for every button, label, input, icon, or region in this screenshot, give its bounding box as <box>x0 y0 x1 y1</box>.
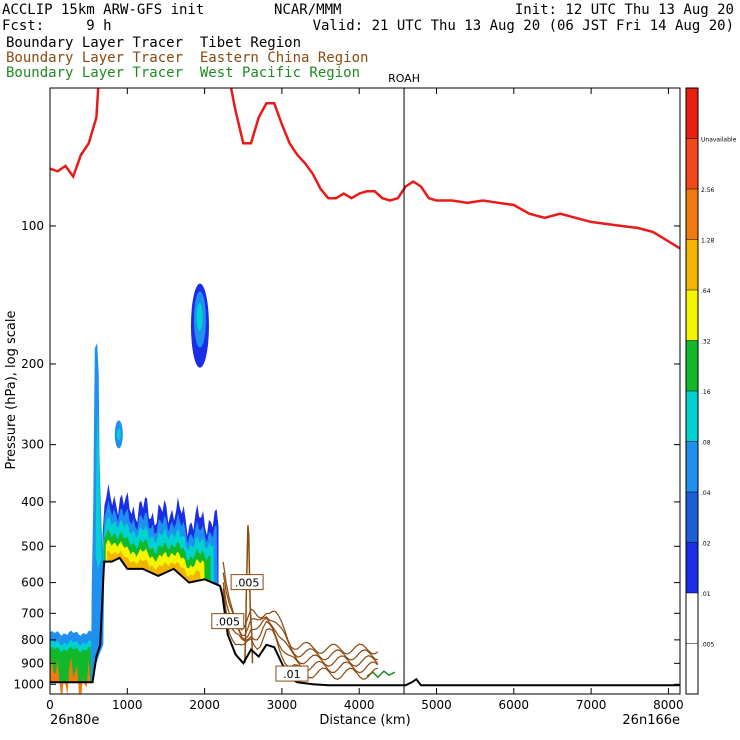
colorbar-swatch-7 <box>686 391 698 442</box>
y-tick-label-900: 900 <box>21 656 44 670</box>
colorbar: .005 .01 .02 .04 .08 .16 .32 .64 1.28 2.56 Unavail… <box>685 87 737 695</box>
contour-label-1: .005 <box>235 577 260 590</box>
header-line2-left: Fcst: 9 h <box>2 18 112 34</box>
x-axis: 0 1000 2000 3000 4000 5000 6000 7000 8000 <box>46 88 684 712</box>
y-tick-label-400: 400 <box>21 495 44 509</box>
station-label: ROAH <box>388 72 420 85</box>
colorbar-label-8: .64 <box>701 288 711 295</box>
series-terrain-line <box>50 556 680 687</box>
colorbar-swatch-9 <box>686 492 698 543</box>
eastern-china-contour-3 <box>222 582 379 667</box>
end-location-label: 26n166e <box>622 713 680 728</box>
colorbar-label-10: 2.56 <box>701 187 715 194</box>
series-layer <box>50 88 680 687</box>
colorbar-swatch-5 <box>686 290 698 341</box>
y-tick-label-100: 100 <box>21 219 44 233</box>
y-tick-label-500: 500 <box>21 539 44 553</box>
y-tick-label-300: 300 <box>21 438 44 452</box>
colorbar-swatch-8 <box>686 441 698 492</box>
contour-labels: .005 .005 .01 <box>211 574 309 682</box>
eastern-china-contours <box>222 525 379 681</box>
tracer-blob-small-core <box>116 428 121 441</box>
colorbar-label-3: .02 <box>701 541 711 548</box>
colorbar-label-1: .005 <box>701 642 715 649</box>
legend-tibet: Boundary Layer Tracer Tibet Region <box>6 35 302 51</box>
tracer-band-west-orange <box>50 656 91 694</box>
tracer-column-core <box>95 408 102 569</box>
colorbar-swatch-12 <box>686 643 698 694</box>
x-tick-label-2000: 2000 <box>189 698 220 712</box>
y-tick-label-800: 800 <box>21 633 44 647</box>
y-tick-label-1000: 1000 <box>13 677 44 691</box>
eastern-china-contour-spike <box>244 525 254 664</box>
header-line2-right: Valid: 21 UTC Thu 13 Aug 20 (06 JST Fri … <box>312 18 734 34</box>
legend-eastern-china: Boundary Layer Tracer Eastern China Regi… <box>6 50 369 66</box>
colorbar-swatch-11 <box>686 593 698 644</box>
colorbar-label-11: Unavailable <box>701 137 737 144</box>
contour-label-box-2 <box>211 613 245 630</box>
y-tick-label-600: 600 <box>21 576 44 590</box>
colorbar-swatch-2 <box>686 138 698 189</box>
x-tick-label-0: 0 <box>46 698 54 712</box>
x-tick-label-6000: 6000 <box>499 698 530 712</box>
colorbar-label-7: .32 <box>701 339 711 346</box>
colorbar-swatch-3 <box>686 189 698 240</box>
colorbar-label-4: .04 <box>701 490 711 497</box>
y-axis-label: Pressure (hPa), log scale <box>4 311 19 470</box>
contour-label-2: .005 <box>216 616 241 629</box>
y-tick-label-200: 200 <box>21 357 44 371</box>
colorbar-swatch-1 <box>686 88 698 139</box>
tracer-fill-area <box>50 283 396 694</box>
contour-label-box-1 <box>230 574 264 591</box>
colorbar-swatch-10 <box>686 542 698 593</box>
x-tick-label-4000: 4000 <box>344 698 375 712</box>
contour-label-3: .01 <box>283 668 301 681</box>
eastern-china-contour-4 <box>222 572 379 661</box>
header-line1-right: Init: 12 UTC Thu 13 Aug 20 <box>514 2 734 18</box>
x-axis-label: Distance (km) <box>319 713 410 728</box>
tracer-blob-upper-core <box>196 303 203 332</box>
colorbar-swatch-6 <box>686 340 698 391</box>
header-line1-left: ACCLIP 15km ARW-GFS init <box>2 2 205 18</box>
x-tick-label-8000: 8000 <box>653 698 684 712</box>
colorbar-label-9: 1.28 <box>701 238 715 245</box>
contour-label-box-3 <box>275 665 309 682</box>
header-line1-center: NCAR/MMM <box>274 2 342 18</box>
colorbar-swatch-4 <box>686 239 698 290</box>
x-tick-label-5000: 5000 <box>421 698 452 712</box>
x-tick-label-3000: 3000 <box>267 698 298 712</box>
y-tick-label-700: 700 <box>21 606 44 620</box>
legend-west-pacific: Boundary Layer Tracer West Pacific Regio… <box>6 65 361 81</box>
plot-frame <box>49 87 681 695</box>
start-location-label: 26n80e <box>50 713 99 728</box>
series-tropopause-line <box>50 88 680 250</box>
x-tick-label-1000: 1000 <box>112 698 143 712</box>
colorbar-label-5: .08 <box>701 440 711 447</box>
colorbar-label-6: .16 <box>701 389 711 396</box>
colorbar-label-2: .01 <box>701 591 711 598</box>
y-axis: 100 200 300 400 500 600 700 800 900 1000 <box>13 219 680 691</box>
eastern-china-contour-5 <box>222 561 379 655</box>
x-tick-label-7000: 7000 <box>576 698 607 712</box>
